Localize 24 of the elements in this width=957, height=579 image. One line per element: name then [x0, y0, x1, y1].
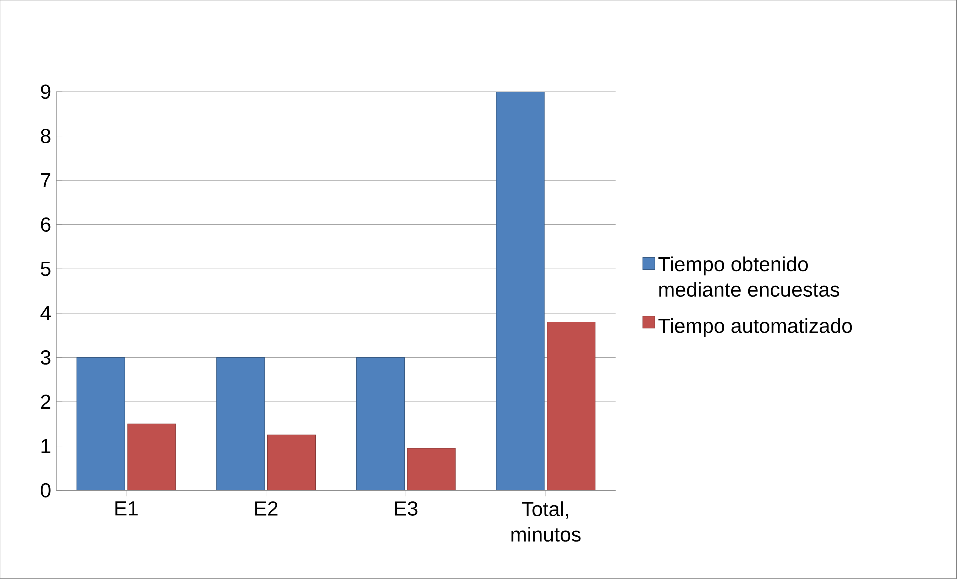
bar — [76, 357, 126, 490]
bar — [267, 434, 316, 490]
y-tick-label: 5 — [41, 262, 51, 276]
y-tick-label: 6 — [41, 218, 51, 232]
y-tick-label: 2 — [41, 394, 51, 409]
y-tick-label: 3 — [41, 350, 51, 365]
y-tick-label: 8 — [41, 128, 51, 144]
bar — [128, 424, 176, 490]
x-tick-label: E2 — [256, 501, 278, 516]
y-tick-label: 4 — [40, 306, 51, 320]
bar — [496, 92, 545, 490]
x-tick-label: E1 — [116, 501, 138, 516]
x-tick-label: Total, minutos — [512, 501, 581, 542]
x-tick-label: E3 — [395, 501, 418, 516]
legend-label: Tiempo automatizado — [658, 318, 852, 338]
y-tick-label: 7 — [41, 173, 51, 188]
y-tick-label: 9 — [41, 84, 51, 100]
bar — [216, 357, 266, 490]
legend-label: Tiempo obtenido mediante encuestas — [658, 256, 840, 297]
bar — [356, 357, 406, 490]
y-tick-label: 0 — [41, 483, 51, 498]
y-tick-label: 1 — [42, 439, 51, 454]
bar — [547, 322, 596, 490]
bar — [407, 448, 456, 490]
